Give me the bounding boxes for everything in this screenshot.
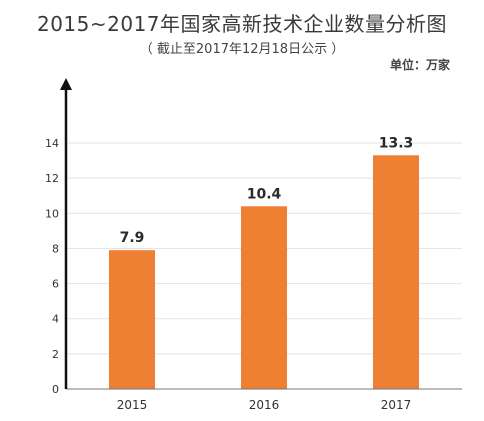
y-tick-label: 14 bbox=[45, 137, 59, 150]
y-tick-label: 8 bbox=[52, 242, 59, 255]
y-axis-ticks: 0 2 4 6 8 10 12 14 bbox=[45, 137, 59, 396]
axes bbox=[60, 78, 462, 390]
y-tick-label: 12 bbox=[45, 172, 59, 185]
x-tick-label-2016: 2016 bbox=[249, 398, 280, 412]
data-labels: 7.9 10.4 13.3 bbox=[120, 135, 414, 246]
y-tick-label: 4 bbox=[52, 313, 59, 326]
bar-2017 bbox=[373, 155, 419, 389]
data-label-2017: 13.3 bbox=[379, 135, 414, 151]
data-label-2015: 7.9 bbox=[120, 230, 145, 246]
x-tick-label-2015: 2015 bbox=[117, 398, 148, 412]
unit-label: 单位：万家 bbox=[389, 58, 450, 72]
y-tick-label: 6 bbox=[52, 278, 59, 291]
bar-2015 bbox=[109, 250, 155, 389]
chart-title: 2015~2017年国家高新技术企业数量分析图 bbox=[36, 12, 448, 36]
y-tick-label: 2 bbox=[52, 348, 59, 361]
data-label-2016: 10.4 bbox=[247, 186, 282, 202]
y-tick-label: 0 bbox=[52, 383, 59, 396]
bars bbox=[109, 155, 419, 389]
chart-subtitle: （ 截止至2017年12月18日公示 ） bbox=[139, 42, 345, 57]
x-axis-ticks: 2015 2016 2017 bbox=[117, 398, 412, 412]
y-tick-label: 10 bbox=[45, 207, 59, 220]
y-axis-arrow-icon bbox=[60, 78, 72, 90]
bar-2016 bbox=[241, 206, 287, 389]
x-tick-label-2017: 2017 bbox=[381, 398, 412, 412]
